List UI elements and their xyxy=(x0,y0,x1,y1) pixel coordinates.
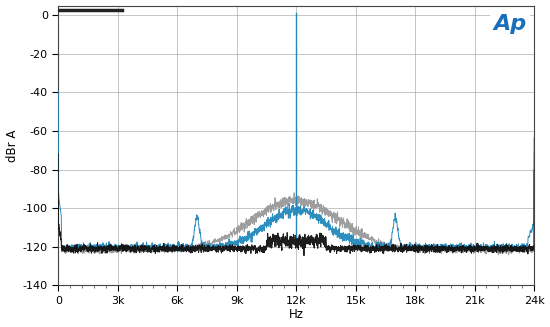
Text: Ap: Ap xyxy=(494,14,527,34)
X-axis label: Hz: Hz xyxy=(289,308,304,321)
Y-axis label: dBr A: dBr A xyxy=(6,129,19,162)
